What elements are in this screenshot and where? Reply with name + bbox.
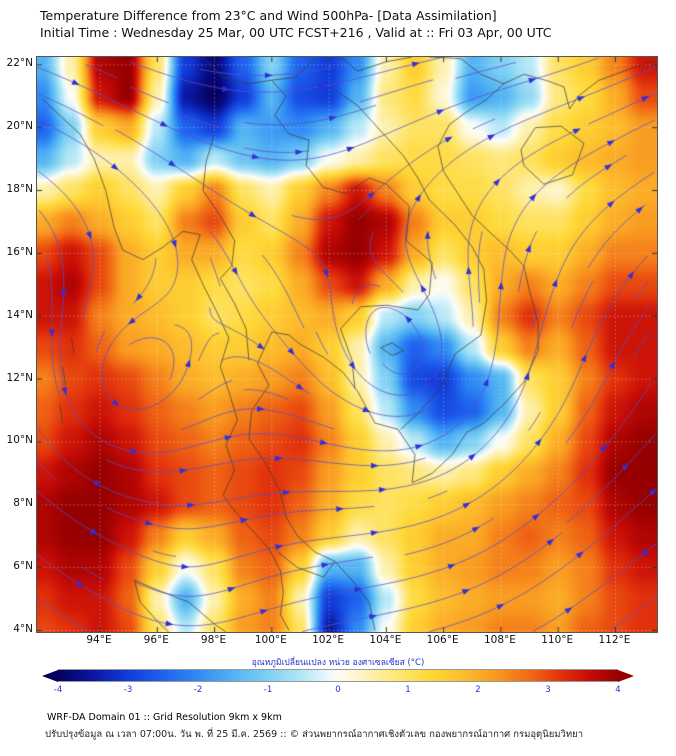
- colorbar-tick-label: 3: [545, 685, 551, 695]
- y-tick-label: 4°N: [13, 622, 33, 635]
- y-tick-label: 12°N: [6, 371, 33, 384]
- figure-subtitle: Initial Time : Wednesday 25 Mar, 00 UTC …: [40, 25, 552, 40]
- colorbar-right-cap: [618, 669, 634, 682]
- colorbar-tick-label: 1: [405, 685, 411, 695]
- y-tick-label: 6°N: [13, 560, 33, 573]
- x-tick-label: 100°E: [254, 634, 287, 646]
- title-block: Temperature Difference from 23°C and Win…: [40, 7, 551, 41]
- x-tick-label: 102°E: [312, 634, 345, 646]
- figure-title: Temperature Difference from 23°C and Win…: [40, 8, 497, 23]
- colorbar-tick-label: 4: [615, 685, 621, 695]
- x-tick-label: 96°E: [143, 634, 169, 646]
- y-tick-label: 16°N: [6, 245, 33, 258]
- footer-domain-info: WRF-DA Domain 01 :: Grid Resolution 9km …: [47, 712, 282, 723]
- colorbar-tick-label: 0: [335, 685, 341, 695]
- colorbar-body: [58, 669, 618, 682]
- x-tick-label: 108°E: [483, 634, 516, 646]
- x-tick-label: 94°E: [86, 634, 112, 646]
- map-canvas: [37, 57, 657, 632]
- x-tick-label: 104°E: [369, 634, 402, 646]
- x-tick-label: 106°E: [426, 634, 459, 646]
- colorbar-tick-label: -1: [263, 685, 273, 695]
- colorbar-tick-label: 2: [475, 685, 481, 695]
- map-plot-area: [36, 56, 658, 633]
- y-tick-label: 10°N: [6, 434, 33, 447]
- colorbar: [42, 669, 634, 682]
- x-tick-label: 112°E: [598, 634, 631, 646]
- colorbar-ticks: -4 -3 -2 -1 0 1 2 3 4: [54, 685, 621, 696]
- footer-update-info: ปรับปรุงข้อมูล ณ เวลา 07:00น. วัน พ. ที่…: [45, 729, 584, 740]
- y-tick-label: 22°N: [6, 57, 33, 70]
- colorbar-tick-label: -4: [53, 685, 63, 695]
- colorbar-tick-label: -3: [123, 685, 133, 695]
- x-tick-label: 110°E: [541, 634, 574, 646]
- y-tick-label: 18°N: [6, 183, 33, 196]
- x-tick-label: 98°E: [200, 634, 227, 646]
- y-tick-label: 20°N: [6, 120, 33, 133]
- colorbar-left-cap: [42, 669, 58, 682]
- y-tick-label: 8°N: [13, 497, 33, 510]
- colorbar-tick-label: -2: [193, 685, 203, 695]
- y-tick-label: 14°N: [6, 308, 33, 321]
- colorbar-label: อุณหภูมิเปลี่ยนแปลง หน่วย องศาเซลเซียส (…: [251, 658, 425, 668]
